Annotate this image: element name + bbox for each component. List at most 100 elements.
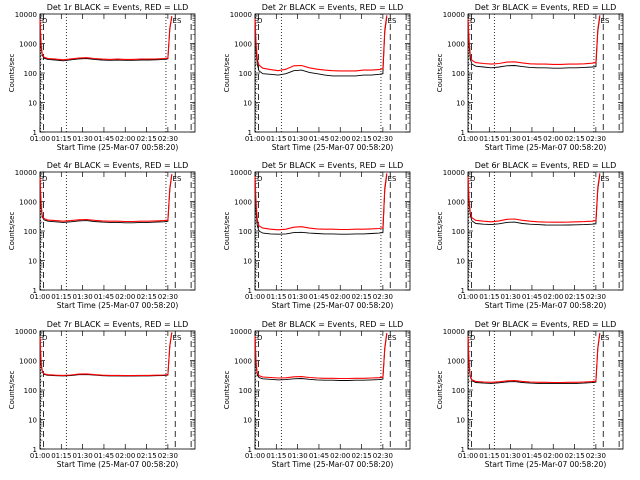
series-line-events <box>467 333 601 385</box>
x-tick-label: 02:15 <box>136 135 156 143</box>
y-tick-label: 1 <box>33 446 37 454</box>
x-tick-label: 01:00 <box>458 293 478 301</box>
x-tick-label: 02:30 <box>586 135 606 143</box>
series-line-events <box>254 174 388 235</box>
plot-frame <box>39 13 196 133</box>
x-tick-label: 02:15 <box>136 293 156 301</box>
y-tick-label: 100 <box>24 228 37 236</box>
x-axis-label: Start Time (25-Mar-07 00:58:20) <box>485 143 607 152</box>
series-line-events <box>467 174 601 226</box>
y-tick-label: 10 <box>28 100 37 108</box>
y-tick-label: 100 <box>24 387 37 395</box>
series-line-lld <box>39 332 173 377</box>
x-tick-label: 02:15 <box>351 452 371 460</box>
y-tick-label: 10 <box>243 258 252 266</box>
y-tick-label: 10 <box>243 100 252 108</box>
series-line-events <box>254 333 388 381</box>
y-tick-label: 1000 <box>447 199 465 207</box>
x-axis-label: Start Time (25-Mar-07 00:58:20) <box>272 143 394 152</box>
x-tick-label: 01:15 <box>479 293 499 301</box>
x-tick-label: 01:45 <box>522 452 542 460</box>
x-tick-label: 01:15 <box>266 293 286 301</box>
flag-label-end: ES <box>173 175 182 183</box>
x-axis-label: Start Time (25-Mar-07 00:58:20) <box>485 460 607 469</box>
x-tick-label: 02:00 <box>543 452 563 460</box>
y-axis-label: Counts/sec <box>8 212 16 251</box>
y-tick-label: 100 <box>452 387 465 395</box>
y-tick-label: 1 <box>33 287 37 295</box>
x-tick-label: 02:00 <box>115 293 135 301</box>
flag-label-end: ES <box>601 175 610 183</box>
x-axis-label: Start Time (25-Mar-07 00:58:20) <box>272 460 394 469</box>
x-tick-label: 01:15 <box>266 452 286 460</box>
x-tick-label: 01:15 <box>51 135 71 143</box>
series-line-lld <box>39 16 173 61</box>
x-tick-label: 01:30 <box>73 452 93 460</box>
plot-frame <box>467 13 624 133</box>
chart-panel-det-5r: Det 5r BLACK = Events, RED = LLD 1 10 100 10… <box>223 161 411 310</box>
x-tick-label: 02:30 <box>158 452 178 460</box>
plot-frame <box>467 171 624 291</box>
x-tick-label: 02:15 <box>351 135 371 143</box>
x-tick-label: 02:00 <box>330 452 350 460</box>
x-tick-label: 01:45 <box>309 452 329 460</box>
x-tick-label: 02:15 <box>136 452 156 460</box>
y-tick-label: 1 <box>461 129 465 137</box>
y-tick-label: 10000 <box>230 11 252 19</box>
y-tick-label: 10000 <box>15 169 37 177</box>
x-tick-label: 01:30 <box>288 293 308 301</box>
y-tick-label: 10 <box>28 258 37 266</box>
y-tick-label: 1000 <box>19 358 37 366</box>
x-axis-label: Start Time (25-Mar-07 00:58:20) <box>272 301 394 310</box>
series-line-events <box>39 16 173 62</box>
y-axis-label: Counts/sec <box>223 54 231 93</box>
x-tick-label: 02:30 <box>586 452 606 460</box>
x-tick-label: 01:00 <box>30 452 50 460</box>
y-tick-label: 10 <box>456 258 465 266</box>
series-line-lld <box>254 15 388 72</box>
x-tick-label: 01:45 <box>94 452 114 460</box>
flag-label-end: ES <box>601 17 610 25</box>
x-tick-label: 01:00 <box>245 293 265 301</box>
flag-label-end: ES <box>173 17 182 25</box>
y-tick-label: 1000 <box>19 199 37 207</box>
flag-label-end: ES <box>388 334 397 342</box>
y-tick-label: 10000 <box>15 11 37 19</box>
flag-label-start: D <box>470 17 475 25</box>
x-tick-label: 01:00 <box>30 293 50 301</box>
chart-panel-det-2r: Det 2r BLACK = Events, RED = LLD 1 10 100 10… <box>223 3 411 152</box>
x-axis-label: Start Time (25-Mar-07 00:58:20) <box>57 143 179 152</box>
y-axis-label: Counts/sec <box>436 212 444 251</box>
x-tick-label: 01:45 <box>309 135 329 143</box>
series-line-lld <box>467 173 601 223</box>
series-line-lld <box>254 333 388 380</box>
x-tick-label: 02:15 <box>564 135 584 143</box>
flag-label-start: D <box>257 175 262 183</box>
x-tick-label: 01:00 <box>245 452 265 460</box>
x-axis-label: Start Time (25-Mar-07 00:58:20) <box>57 460 179 469</box>
y-tick-label: 10 <box>243 417 252 425</box>
y-axis-label: Counts/sec <box>223 212 231 251</box>
chart-title: Det 9r BLACK = Events, RED = LLD <box>475 320 617 329</box>
y-tick-label: 1000 <box>234 199 252 207</box>
y-axis-label: Counts/sec <box>436 54 444 93</box>
flag-label-start: D <box>42 175 47 183</box>
series-line-lld <box>467 333 601 384</box>
plot-frame <box>39 171 196 291</box>
chart-panel-det-3r: Det 3r BLACK = Events, RED = LLD 1 10 100 10… <box>436 3 624 152</box>
series-line-events <box>254 16 388 77</box>
x-axis-label: Start Time (25-Mar-07 00:58:20) <box>57 301 179 310</box>
x-tick-label: 02:00 <box>543 293 563 301</box>
chart-title: Det 5r BLACK = Events, RED = LLD <box>262 161 404 170</box>
chart-title: Det 3r BLACK = Events, RED = LLD <box>475 3 617 12</box>
flag-label-end: ES <box>388 175 397 183</box>
series-line-lld <box>467 15 601 65</box>
y-tick-label: 1000 <box>447 358 465 366</box>
x-tick-label: 01:00 <box>458 452 478 460</box>
plot-frame <box>39 330 196 450</box>
x-tick-label: 02:30 <box>373 135 393 143</box>
y-tick-label: 1000 <box>234 358 252 366</box>
series-line-events <box>39 174 173 224</box>
x-tick-label: 01:30 <box>288 135 308 143</box>
